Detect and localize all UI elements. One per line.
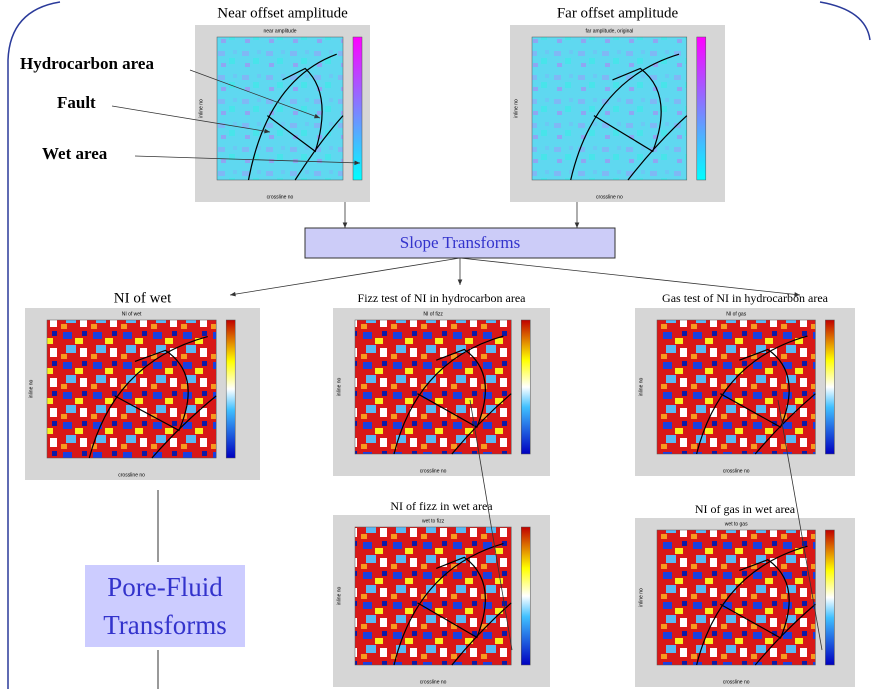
plot-title: far amplitude, original <box>585 28 633 34</box>
slide: Hydrocarbon area Fault Wet area Slope Tr… <box>0 0 874 689</box>
annotation: Hydrocarbon area <box>20 54 154 73</box>
panel-title: NI of fizz in wet area <box>390 499 493 513</box>
plot-title: NI of fizz <box>423 311 443 317</box>
colorbar <box>697 37 706 180</box>
panel-title: Far offset amplitude <box>557 5 679 21</box>
x-axis-label: crossline no <box>118 472 145 478</box>
arrowhead <box>458 279 463 285</box>
slope-label: Slope Transforms <box>400 233 520 252</box>
y-axis-label: inline no <box>28 379 34 398</box>
connector <box>230 258 460 295</box>
colorbar <box>521 527 530 665</box>
x-axis-label: crossline no <box>723 468 750 474</box>
y-axis-label: inline no <box>638 588 644 607</box>
plot-area <box>355 320 511 454</box>
y-axis-label: inline no <box>336 377 342 396</box>
x-axis-label: crossline no <box>420 679 447 685</box>
plot-area <box>532 37 687 180</box>
x-axis-label: crossline no <box>723 679 750 685</box>
plot-title: NI of gas <box>726 311 747 317</box>
y-axis-label: inline no <box>336 586 342 605</box>
pore-label: Transforms <box>103 610 227 640</box>
annotation: Wet area <box>42 144 108 163</box>
x-axis-label: crossline no <box>596 194 623 200</box>
colorbar <box>226 320 235 458</box>
colorbar <box>825 530 834 665</box>
connector <box>460 258 800 295</box>
plot-area <box>217 37 343 180</box>
colorbar <box>825 320 834 454</box>
slide-border <box>820 2 870 40</box>
y-axis-label: inline no <box>198 99 204 118</box>
plot-area <box>47 320 216 458</box>
plot-title: wet to fizz <box>422 518 445 524</box>
plot-title: wet to gas <box>725 521 748 527</box>
x-axis-label: crossline no <box>420 468 447 474</box>
y-axis-label: inline no <box>638 377 644 396</box>
annotation: Fault <box>57 93 96 112</box>
x-axis-label: crossline no <box>267 194 294 200</box>
plot-area <box>657 320 815 454</box>
panel-title: Near offset amplitude <box>217 5 348 21</box>
colorbar <box>353 37 362 180</box>
y-axis-label: inline no <box>513 99 519 118</box>
plot-title: NI of wet <box>122 311 142 317</box>
panel-title: NI of gas in wet area <box>695 502 796 516</box>
plot-area <box>657 530 815 665</box>
arrowhead <box>575 222 580 228</box>
panel-title: Fizz test of NI in hydrocarbon area <box>358 291 527 305</box>
arrowhead <box>230 292 236 297</box>
panel-title: NI of wet <box>114 290 172 306</box>
pore-label: Pore-Fluid <box>107 572 223 602</box>
plot-area <box>355 527 511 665</box>
colorbar <box>521 320 530 454</box>
plot-title: near amplitude <box>263 28 296 34</box>
panel-title: Gas test of NI in hydrocarbon area <box>662 291 829 305</box>
arrowhead <box>343 222 348 228</box>
